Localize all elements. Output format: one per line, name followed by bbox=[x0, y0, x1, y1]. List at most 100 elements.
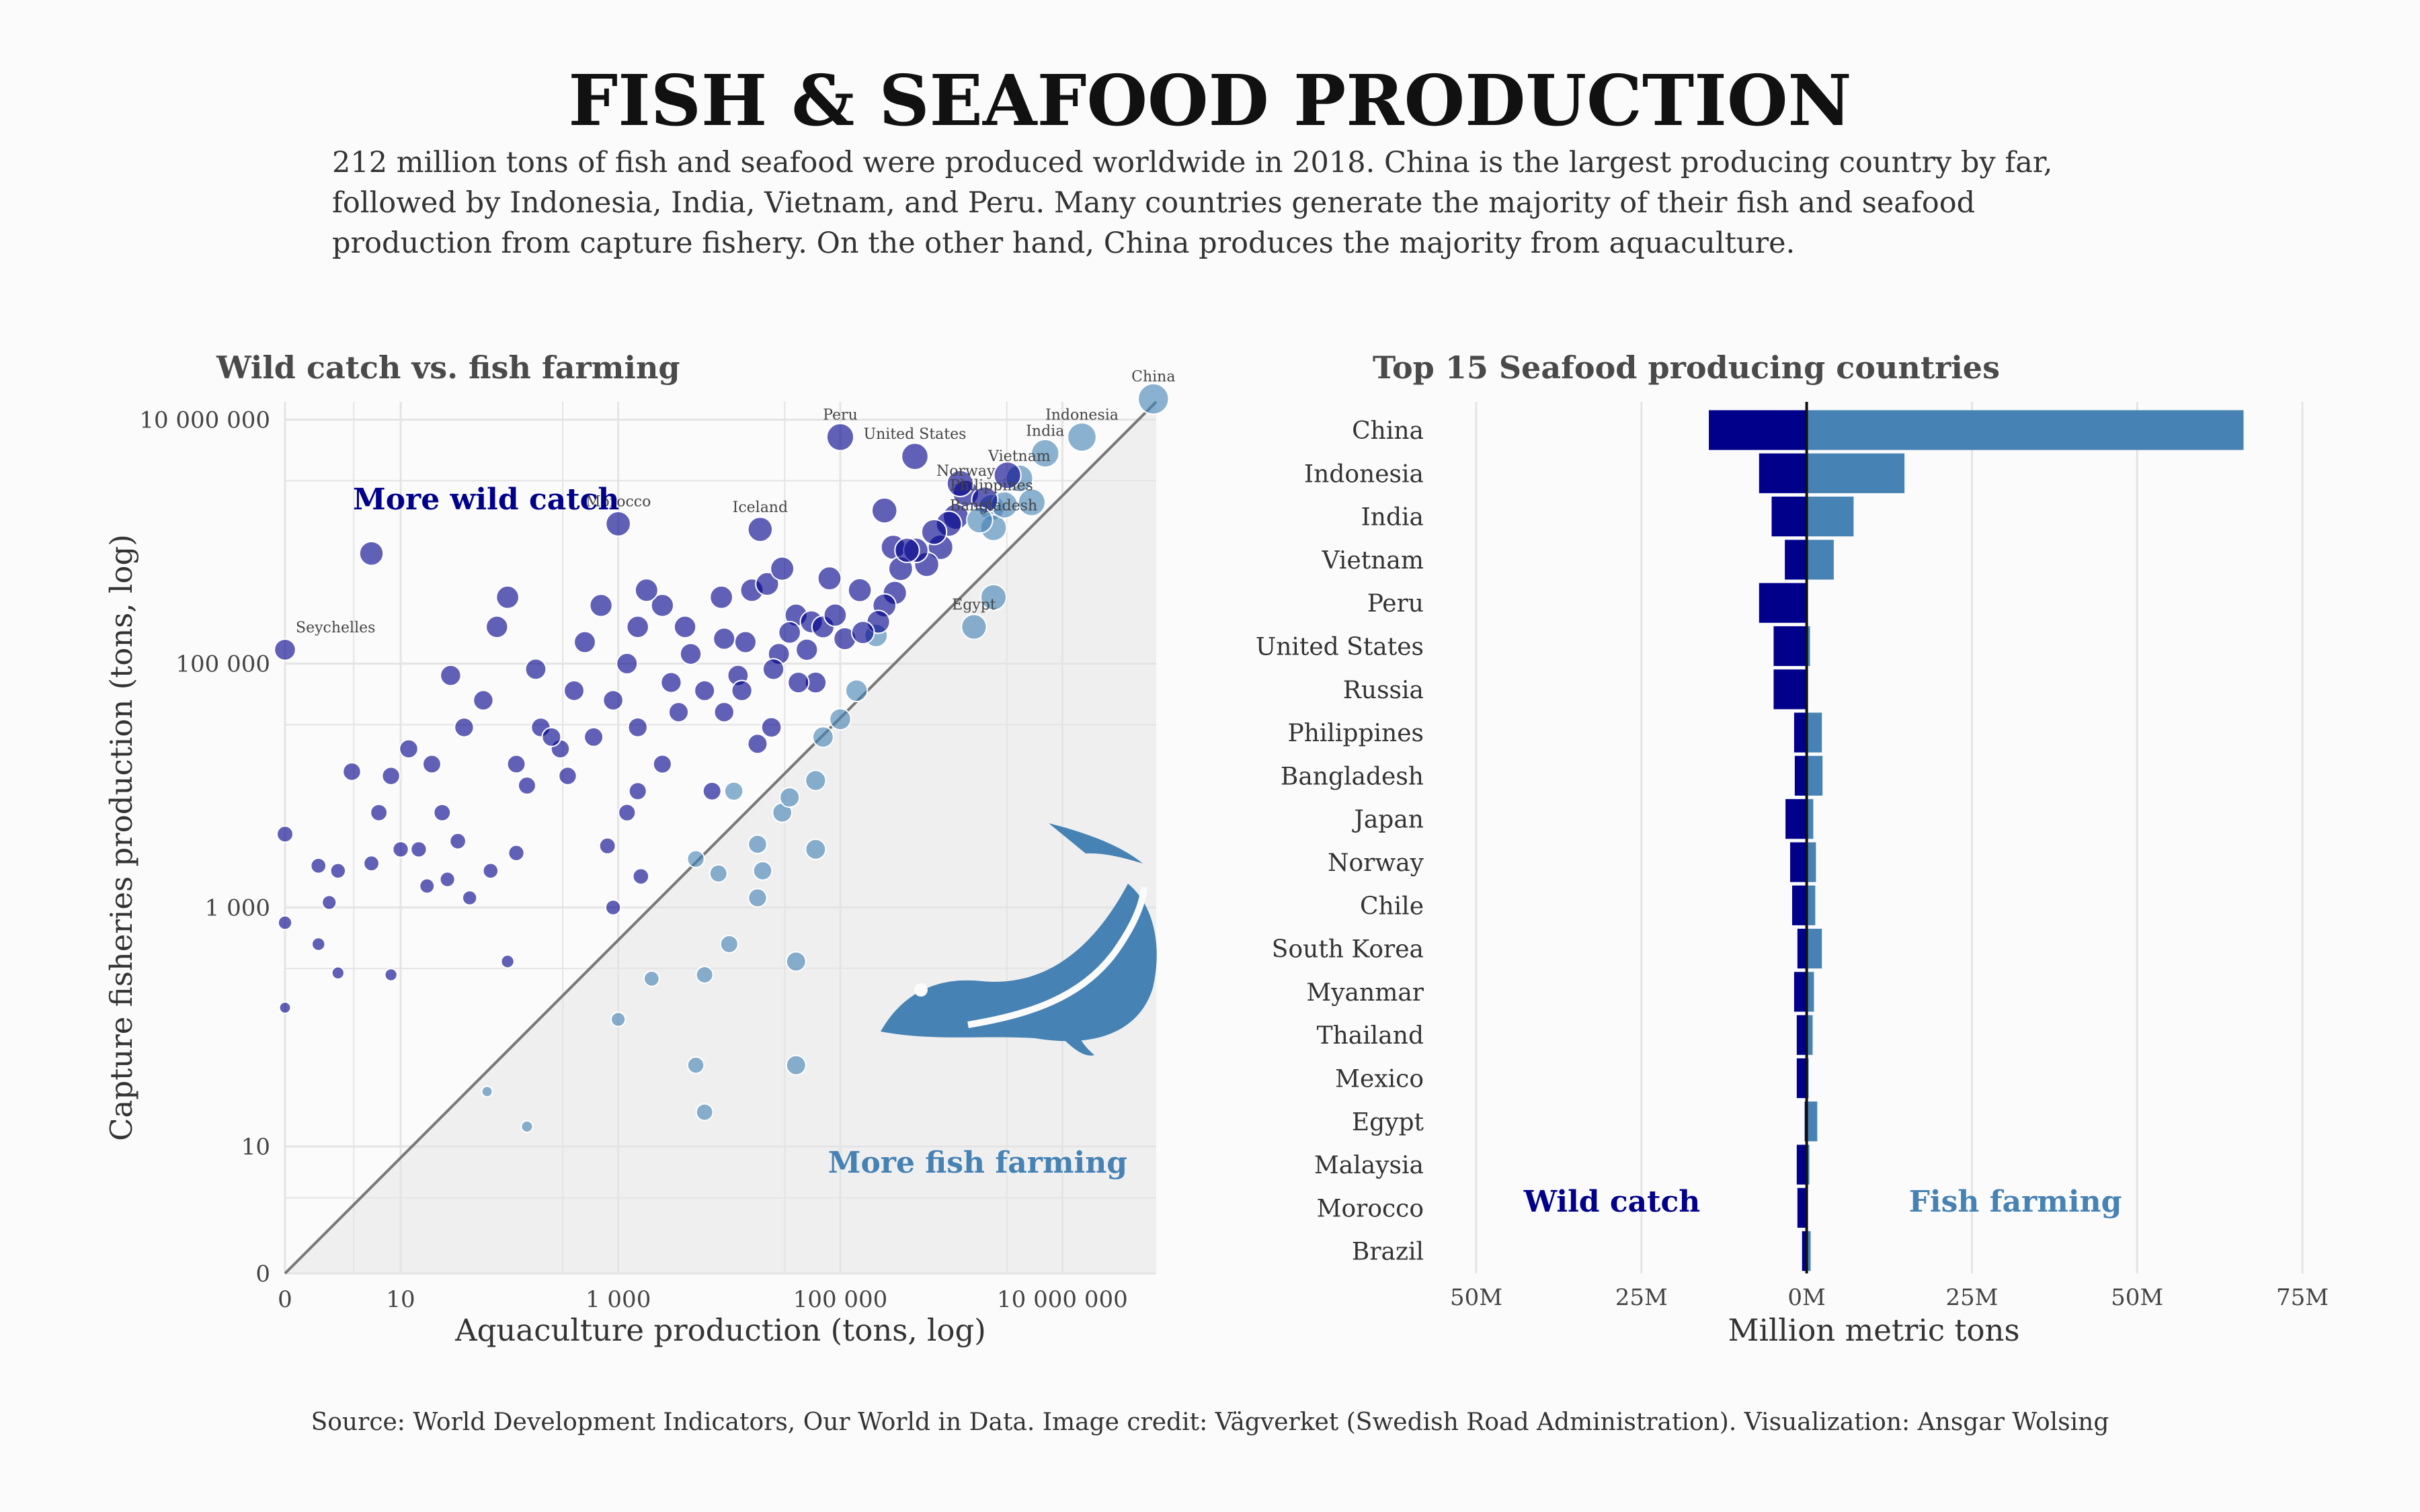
bar-category-label: Philippines bbox=[1287, 720, 1424, 747]
scatter-point bbox=[605, 511, 632, 537]
scatter-point bbox=[433, 803, 452, 822]
bar-category-label: Morocco bbox=[1317, 1195, 1424, 1222]
scatter-point bbox=[946, 469, 974, 497]
bar-wild bbox=[1759, 583, 1807, 623]
scatter-point bbox=[871, 497, 898, 524]
bar-category-label: Brazil bbox=[1352, 1238, 1424, 1266]
scatter-point bbox=[1137, 382, 1170, 415]
scatter-point bbox=[719, 934, 739, 954]
scatter-point bbox=[439, 871, 456, 888]
bar-category-label: Vietnam bbox=[1322, 547, 1424, 575]
bar-wild bbox=[1797, 929, 1807, 969]
scatter-point bbox=[709, 585, 734, 610]
page-title: FISH & SEAFOOD PRODUCTION bbox=[568, 59, 1852, 142]
bar-x-tick-label: 50M bbox=[1450, 1284, 1502, 1311]
bar-x-tick-label: 25M bbox=[1945, 1284, 1998, 1311]
scatter-point bbox=[1031, 438, 1060, 468]
scatter-point bbox=[785, 951, 807, 972]
scatter-point bbox=[331, 966, 345, 980]
scatter-point bbox=[979, 583, 1008, 611]
bar-wild bbox=[1796, 1058, 1807, 1099]
scatter-point bbox=[410, 841, 428, 858]
fish-body bbox=[881, 884, 1157, 1042]
y-tick-label: 1 000 bbox=[205, 894, 270, 921]
scatter-point bbox=[733, 630, 757, 654]
bar-wild bbox=[1709, 410, 1807, 450]
bar-farm bbox=[1806, 540, 1834, 580]
scatter-point bbox=[508, 844, 525, 862]
scatter-point bbox=[449, 832, 467, 850]
region-label-farm: More fish farming bbox=[828, 1146, 1127, 1180]
scatter-point bbox=[310, 857, 327, 874]
scatter-point bbox=[817, 566, 842, 591]
point-label: Indonesia bbox=[1045, 407, 1119, 423]
scatter-point bbox=[770, 556, 795, 581]
x-tick-label: 1 000 bbox=[586, 1286, 651, 1313]
region-label-wild: More wild catch bbox=[353, 482, 619, 517]
bar-farm bbox=[1806, 799, 1814, 839]
scatter-point bbox=[713, 627, 736, 650]
scatter-point bbox=[602, 689, 624, 711]
bar-x-tick-label: 75M bbox=[2276, 1284, 2329, 1311]
scatter-point bbox=[652, 754, 672, 774]
scatter-point bbox=[643, 970, 660, 987]
x-axis-label: Aquaculture production (tons, log) bbox=[454, 1312, 986, 1348]
bar-farm bbox=[1806, 1015, 1813, 1055]
scatter-point bbox=[760, 716, 782, 739]
scatter-point bbox=[787, 671, 810, 694]
bar-category-label: Chile bbox=[1360, 892, 1424, 920]
scatter-point bbox=[524, 658, 547, 681]
scatter-point bbox=[847, 577, 873, 603]
bar-category-label: Norway bbox=[1328, 849, 1424, 877]
scatter-point bbox=[723, 781, 744, 802]
point-label: Seychelles bbox=[296, 620, 375, 636]
bar-wild bbox=[1791, 885, 1807, 925]
bar-wild bbox=[1793, 712, 1807, 753]
scatter-point bbox=[541, 726, 562, 747]
scatter-point bbox=[422, 754, 442, 774]
scatter-point bbox=[626, 615, 649, 639]
bar-farm bbox=[1806, 626, 1810, 667]
bar-wild bbox=[1771, 497, 1807, 537]
bar-farm bbox=[1806, 1101, 1818, 1142]
bar-farm bbox=[1806, 497, 1854, 537]
bar-wild bbox=[1759, 453, 1807, 493]
point-label: Iceland bbox=[733, 499, 788, 516]
scatter-point bbox=[311, 937, 326, 952]
scatter-point bbox=[274, 638, 296, 661]
bar-farm bbox=[1806, 453, 1905, 493]
scatter-point bbox=[748, 834, 768, 855]
scatter-point bbox=[358, 540, 385, 566]
scatter-point bbox=[276, 825, 294, 843]
x-tick-label: 100 000 bbox=[793, 1286, 888, 1313]
scatter-point bbox=[558, 766, 577, 786]
point-label: Egypt bbox=[952, 597, 996, 614]
scatter-point bbox=[461, 890, 478, 906]
bar-category-label: India bbox=[1361, 504, 1424, 532]
scatter-point bbox=[473, 689, 494, 711]
scatter-point bbox=[384, 968, 398, 982]
scatter-point bbox=[779, 787, 801, 808]
scatter-point bbox=[762, 658, 785, 681]
bar-wild bbox=[1796, 1144, 1807, 1185]
scatter-point bbox=[363, 855, 380, 872]
scatter-point bbox=[392, 841, 409, 858]
bar-wild bbox=[1773, 626, 1807, 667]
scatter-point bbox=[686, 849, 705, 868]
scatter-point bbox=[1067, 422, 1097, 452]
bar-farm bbox=[1806, 410, 2244, 450]
scatter-point bbox=[482, 862, 499, 880]
scatter-point bbox=[370, 803, 389, 822]
scatter-point bbox=[517, 776, 536, 796]
scatter-point bbox=[785, 1054, 807, 1076]
bar-category-label: South Korea bbox=[1272, 936, 1424, 964]
point-label: Bangladesh bbox=[950, 497, 1037, 514]
point-label: China bbox=[1131, 369, 1175, 386]
scatter-point bbox=[583, 726, 604, 747]
bar-wild bbox=[1797, 1187, 1807, 1228]
bar-wild bbox=[1785, 799, 1807, 839]
scatter-point bbox=[694, 679, 716, 702]
scatter-point bbox=[829, 708, 852, 731]
scatter-point bbox=[481, 1085, 493, 1098]
